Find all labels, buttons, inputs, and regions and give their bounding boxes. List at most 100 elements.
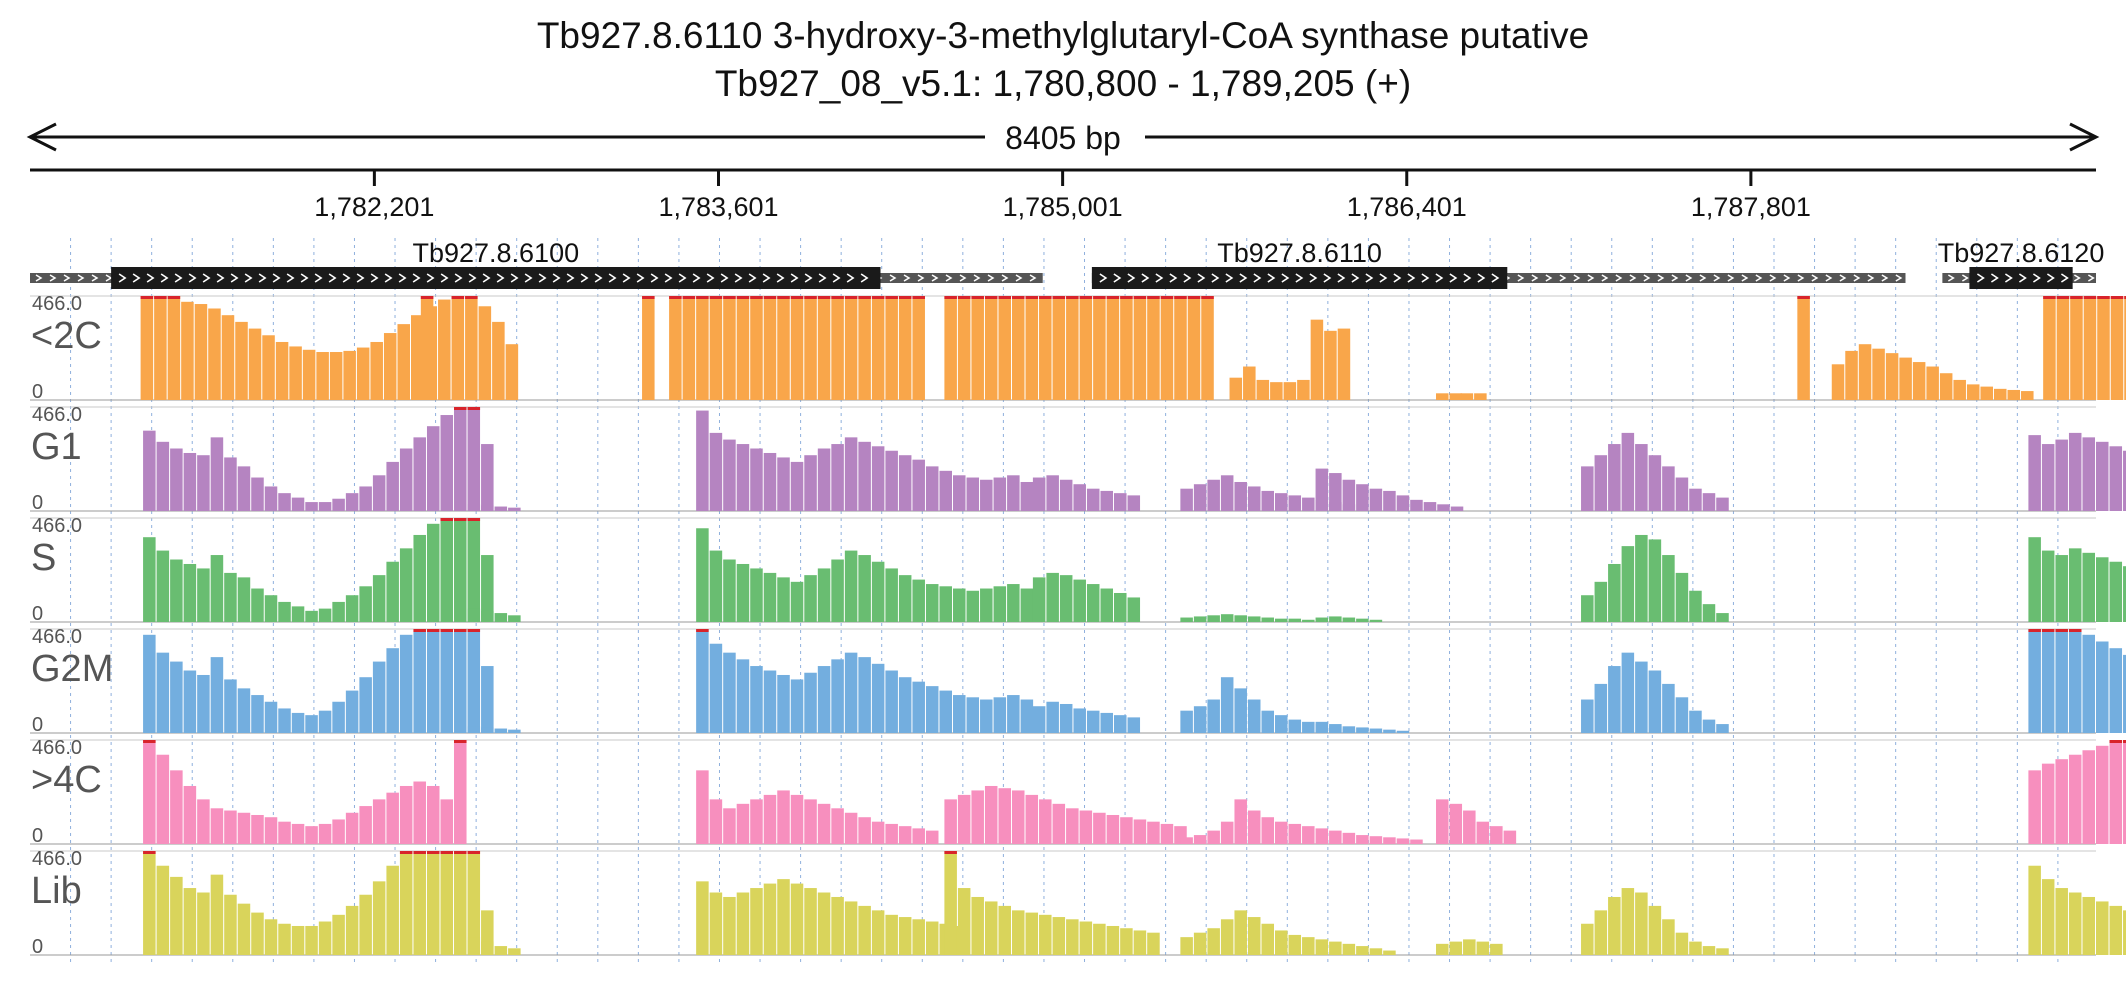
coverage-bar	[1702, 493, 1716, 511]
clip-marker	[1066, 296, 1079, 299]
clip-marker	[750, 296, 763, 299]
coverage-bar	[1234, 799, 1247, 844]
strand-arrow-icon	[608, 273, 617, 283]
coverage-bar	[1193, 706, 1207, 733]
coverage-bar	[1025, 794, 1039, 844]
coverage-bar	[359, 894, 372, 955]
coverage-bar	[156, 550, 170, 622]
strand-arrow-icon	[132, 273, 141, 283]
coverage-bar	[777, 577, 790, 622]
coverage-bar	[1716, 724, 1729, 733]
coverage-bar	[831, 896, 844, 955]
strand-arrow-icon	[63, 274, 71, 282]
coverage-bar	[1594, 581, 1608, 622]
clip-marker	[2109, 740, 2123, 743]
coverage-bar	[953, 588, 966, 622]
coverage-bar	[912, 296, 925, 400]
clip-marker	[871, 296, 885, 299]
coverage-bar	[844, 652, 858, 733]
clip-marker	[167, 296, 181, 299]
coverage-bar	[885, 823, 898, 844]
coverage-bar	[2041, 763, 2055, 844]
coverage-bar	[1079, 921, 1093, 955]
strand-arrow-icon	[959, 274, 967, 282]
span-arrow-right-icon	[2069, 122, 2100, 152]
coverage-bar	[237, 688, 251, 733]
clip-marker	[844, 296, 858, 299]
coverage-bar	[264, 817, 278, 844]
coverage-bar	[1953, 379, 1966, 400]
coverage-bar	[1503, 830, 1517, 844]
strand-arrow-icon	[1990, 273, 1999, 283]
coverage-bar	[1635, 444, 1648, 511]
coverage-bar	[237, 466, 251, 511]
coverage-bar	[264, 701, 278, 733]
strand-arrow-icon	[860, 273, 869, 283]
coverage-bar	[316, 352, 329, 400]
coverage-bar	[210, 874, 224, 955]
coverage-bar	[505, 344, 519, 400]
strand-arrow-icon	[1477, 273, 1486, 283]
clip-marker	[399, 851, 413, 854]
coverage-bar	[1342, 617, 1356, 622]
coverage-bar	[1020, 481, 1034, 511]
strand-arrow-icon	[1559, 274, 1567, 282]
coverage-bar	[399, 634, 413, 733]
coverage-bar	[817, 666, 831, 733]
coverage-bar	[736, 803, 750, 844]
coverage-bar	[709, 892, 723, 955]
coverage-bar	[251, 477, 264, 511]
coverage-bar	[1243, 366, 1256, 400]
ruler-tick-label: 1,786,401	[1347, 192, 1467, 222]
coverage-bar	[993, 586, 1007, 622]
chart-subtitle: Tb927_08_v5.1: 1,780,800 - 1,789,205 (+)	[715, 63, 1411, 104]
coverage-bar	[494, 506, 508, 511]
coverage-bar	[777, 790, 790, 844]
strand-arrow-icon	[91, 274, 99, 282]
coverage-bar	[224, 894, 237, 955]
coverage-bar	[454, 740, 467, 844]
coverage-bar	[1621, 432, 1635, 511]
coverage-bar	[481, 444, 494, 511]
strand-arrow-icon	[762, 273, 771, 283]
coverage-bar	[1247, 917, 1261, 955]
clip-marker	[984, 296, 998, 299]
coverage-bar	[696, 528, 709, 622]
coverage-bar	[426, 629, 440, 733]
coverage-bar	[831, 559, 844, 622]
clip-marker	[1039, 296, 1052, 299]
strand-arrow-icon	[398, 273, 407, 283]
coverage-bar	[1675, 572, 1689, 622]
coverage-bar	[143, 430, 156, 511]
clip-marker	[1187, 296, 1201, 299]
coverage-bar	[2082, 750, 2095, 844]
clip-marker	[2124, 296, 2126, 299]
coverage-bar	[1093, 812, 1106, 844]
strand-arrow-icon	[2004, 273, 2013, 283]
strand-arrow-icon	[286, 273, 295, 283]
coverage-bar	[1621, 652, 1635, 733]
coverage-bar	[1127, 717, 1141, 733]
coverage-bar	[2109, 740, 2123, 844]
coverage-bar	[332, 914, 345, 955]
track-name-label: >4C	[31, 759, 102, 801]
coverage-bar	[438, 299, 451, 400]
strand-arrow-icon	[188, 273, 197, 283]
coverage-bar	[1114, 592, 1127, 622]
coverage-bar	[197, 799, 210, 844]
coverage-bar	[1396, 838, 1410, 844]
ruler-tick-label: 1,787,801	[1691, 192, 1811, 222]
coverage-bar	[844, 812, 858, 844]
strand-arrow-icon	[342, 273, 351, 283]
strand-arrow-icon	[1976, 273, 1985, 283]
track-name-label: <2C	[31, 315, 102, 357]
coverage-bar	[817, 296, 831, 400]
coverage-bar	[420, 296, 434, 400]
coverage-bar	[1100, 712, 1114, 733]
strand-arrow-icon	[1825, 274, 1833, 282]
coverage-bar	[332, 498, 345, 511]
strand-arrow-icon	[160, 273, 169, 283]
coverage-bar	[696, 881, 709, 955]
coverage-bar	[305, 715, 318, 733]
coverage-bar	[494, 946, 508, 955]
